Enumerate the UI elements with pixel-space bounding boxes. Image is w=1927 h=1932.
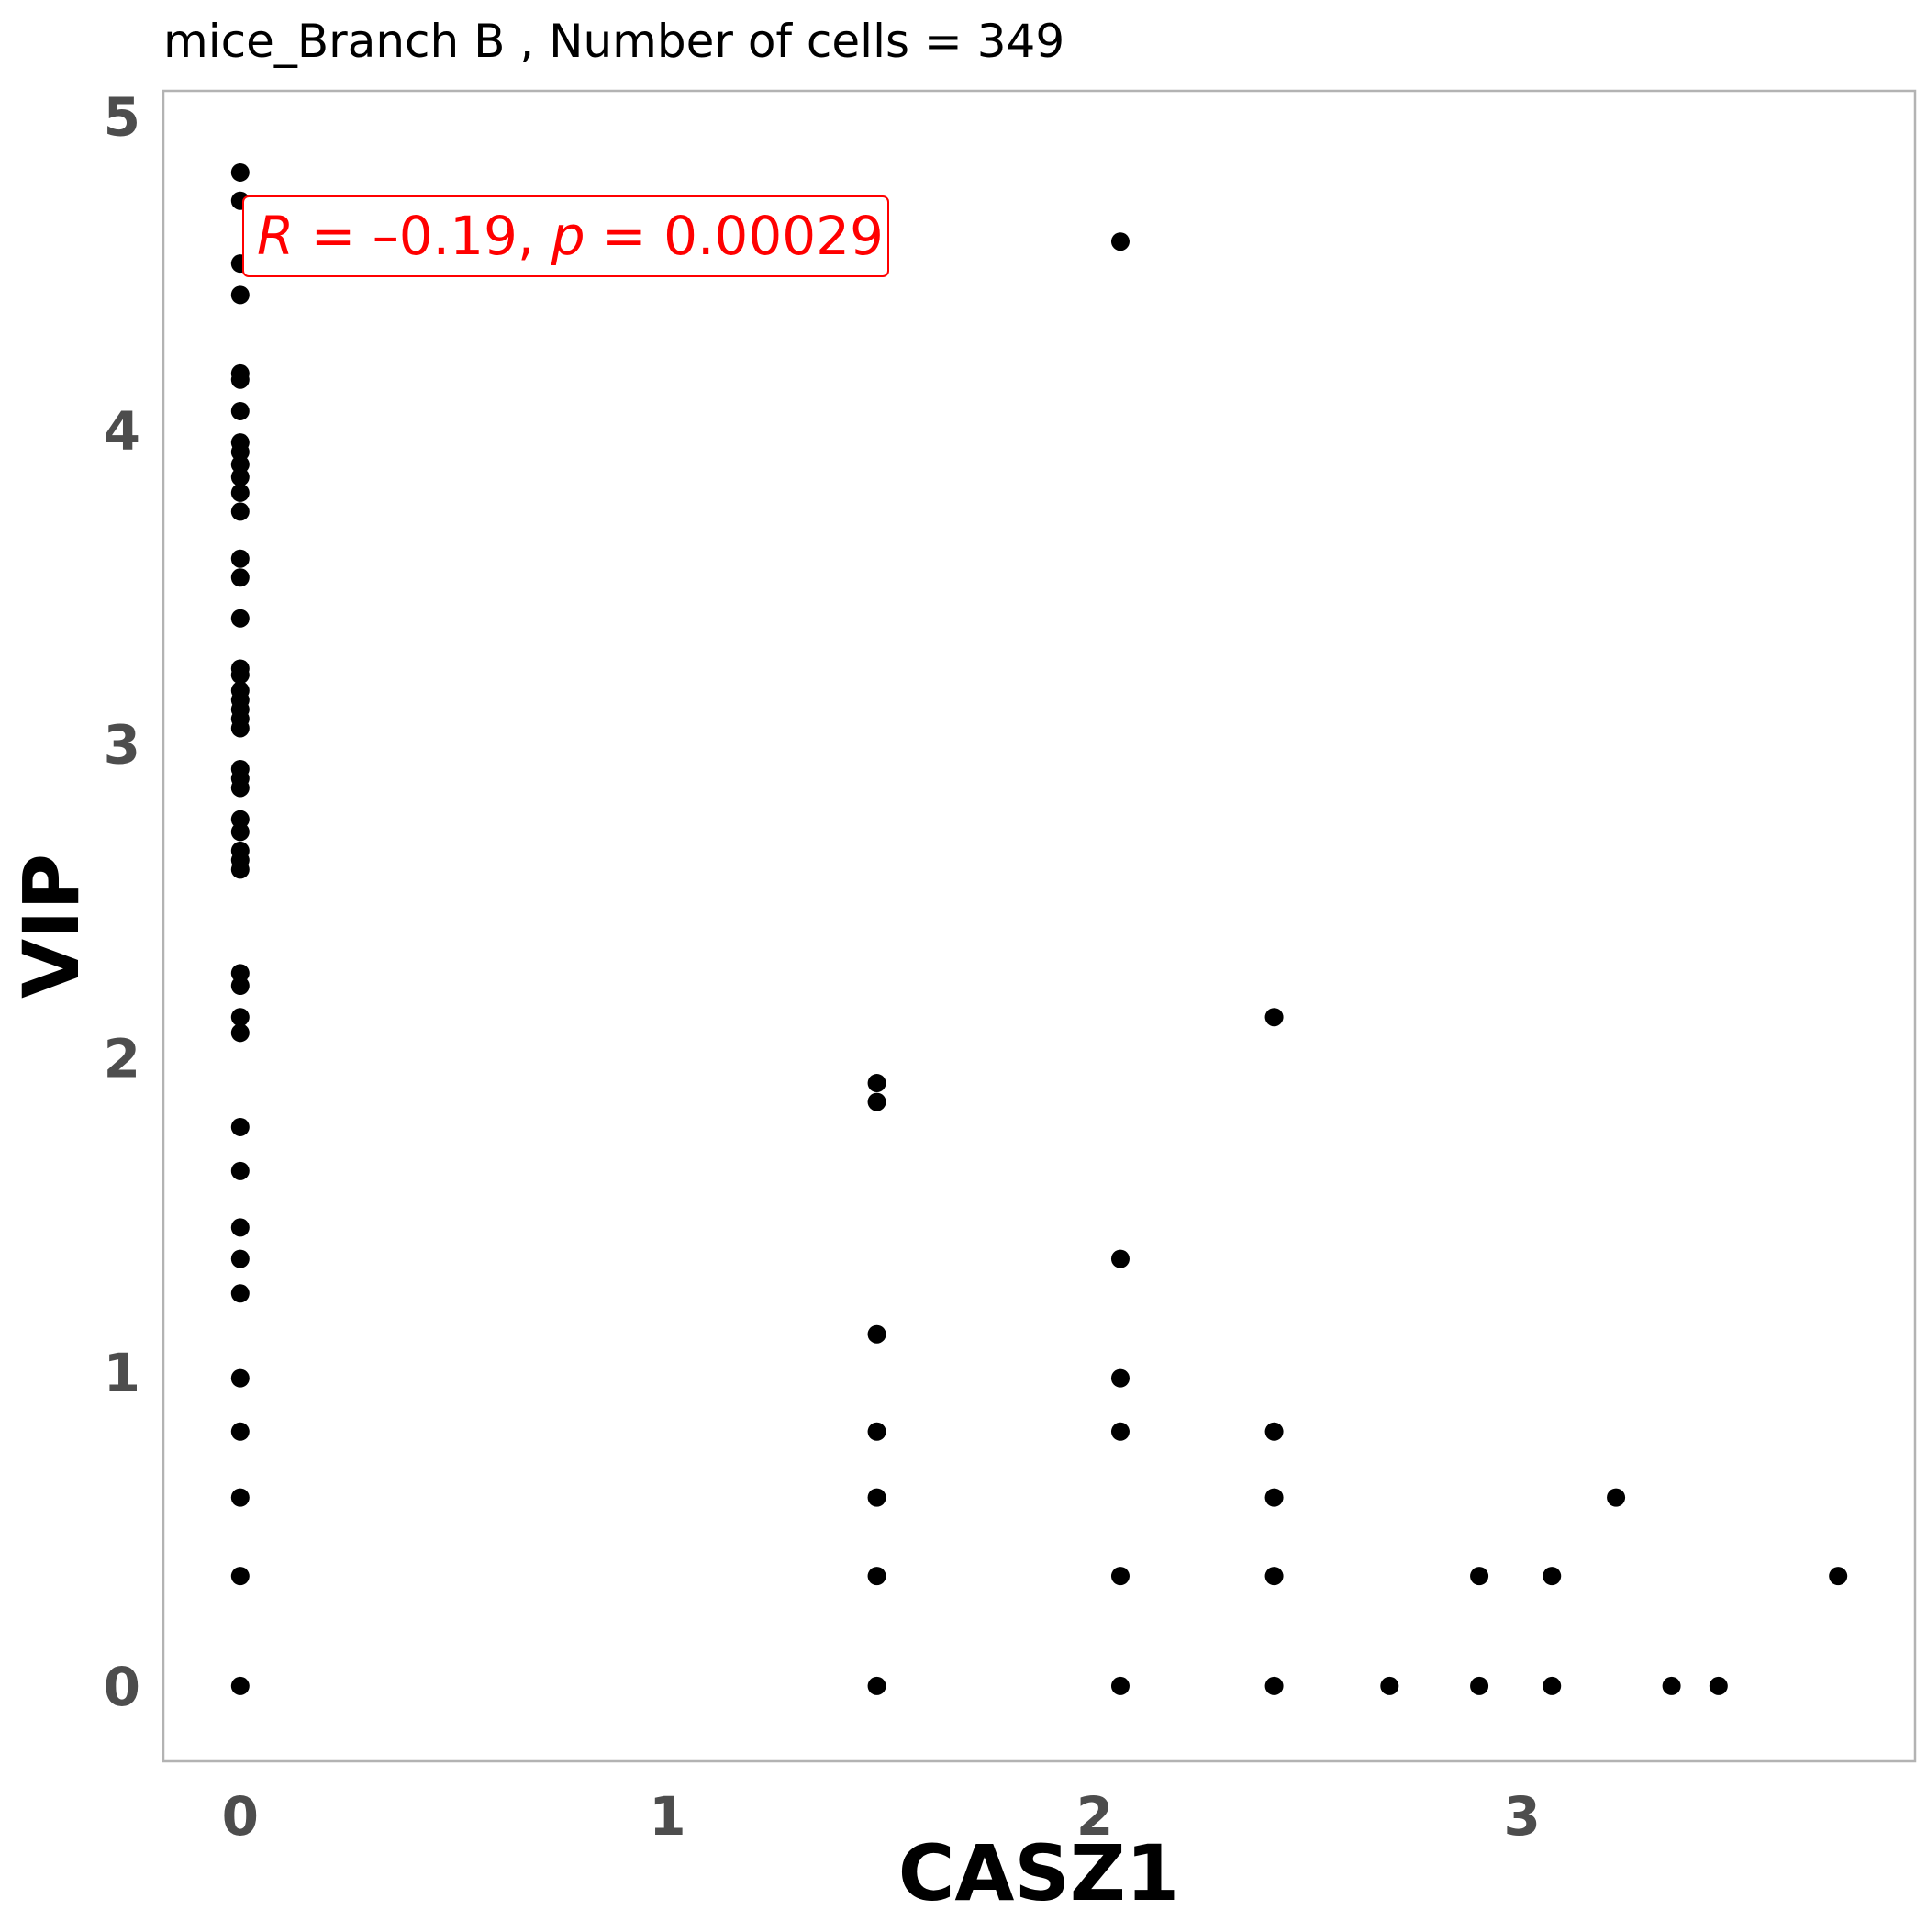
y-axis-title: VIP (6, 854, 96, 999)
y-axis-ticks: 0 1 2 3 4 5 (104, 85, 140, 1718)
data-point (867, 1422, 886, 1441)
data-point (1470, 1676, 1489, 1695)
data-point (1110, 1422, 1130, 1441)
x-tick-label: 3 (1503, 1785, 1540, 1848)
y-tick-label: 1 (104, 1342, 140, 1404)
data-point (230, 1023, 250, 1043)
data-point (1264, 1567, 1284, 1586)
data-point (230, 719, 250, 738)
x-axis-ticks: 0 1 2 3 (222, 1785, 1541, 1848)
data-point (230, 977, 250, 995)
data-point (230, 568, 250, 587)
data-point (867, 1324, 886, 1344)
data-point (230, 1676, 250, 1695)
data-point (867, 1074, 886, 1093)
data-point (230, 1117, 250, 1136)
correlation-box (242, 195, 889, 277)
r-symbol: R (257, 205, 294, 267)
data-point (230, 1161, 250, 1180)
data-point (230, 1422, 250, 1441)
plot-panel (162, 89, 1917, 1763)
data-points (230, 162, 1848, 1695)
data-point (1264, 1676, 1284, 1695)
data-point (230, 549, 250, 568)
data-point (1607, 1488, 1626, 1507)
data-point (230, 964, 250, 983)
y-tick-label: 2 (104, 1028, 140, 1090)
data-point (230, 1284, 250, 1303)
data-point (230, 467, 250, 486)
y-tick-label: 5 (104, 85, 140, 148)
x-tick-label: 2 (1076, 1785, 1113, 1848)
data-point (1709, 1676, 1728, 1695)
correlation-annotation: R = –0.19, p = 0.00029 (242, 195, 889, 277)
data-point (230, 162, 250, 182)
data-point (867, 1488, 886, 1507)
data-point (230, 1368, 250, 1388)
data-point (230, 285, 250, 305)
data-point (230, 1249, 250, 1268)
data-point (1110, 1368, 1130, 1388)
data-point (230, 455, 250, 475)
data-point (1264, 1422, 1284, 1441)
data-point (1470, 1567, 1489, 1586)
data-point (1264, 1008, 1284, 1027)
p-value: = 0.00029 (585, 205, 884, 267)
data-point (867, 1567, 886, 1586)
data-point (1110, 1676, 1130, 1695)
y-tick-label: 3 (104, 714, 140, 776)
data-point (230, 609, 250, 628)
data-point (1110, 1567, 1130, 1586)
data-point (1829, 1567, 1848, 1586)
x-axis-title: CASZ1 (898, 1828, 1180, 1918)
data-point (230, 1008, 250, 1027)
data-point (867, 1676, 886, 1695)
data-point (230, 370, 250, 389)
data-point (230, 778, 250, 798)
data-point (230, 665, 250, 685)
data-point (230, 860, 250, 879)
correlation-label: R = –0.19, p = 0.00029 (257, 205, 884, 267)
data-point (1110, 232, 1130, 251)
data-point (230, 810, 250, 829)
chart-title: mice_Branch B , Number of cells = 349 (163, 15, 1064, 68)
data-point (230, 483, 250, 502)
p-symbol: p (551, 205, 585, 267)
data-point (1543, 1567, 1562, 1586)
data-point (230, 442, 250, 462)
data-point (230, 1218, 250, 1237)
x-tick-label: 0 (222, 1785, 259, 1848)
data-point (230, 1567, 250, 1586)
y-tick-label: 0 (104, 1656, 140, 1718)
data-point (230, 401, 250, 420)
data-point (230, 502, 250, 521)
data-point (1543, 1676, 1562, 1695)
data-point (1662, 1676, 1681, 1695)
data-point (1380, 1676, 1399, 1695)
data-point (230, 1488, 250, 1507)
data-point (1264, 1488, 1284, 1507)
data-point (867, 1092, 886, 1111)
x-tick-label: 1 (649, 1785, 685, 1848)
data-point (1110, 1249, 1130, 1268)
data-point (230, 822, 250, 842)
r-value: = –0.19, (294, 205, 551, 267)
y-tick-label: 4 (104, 399, 140, 462)
